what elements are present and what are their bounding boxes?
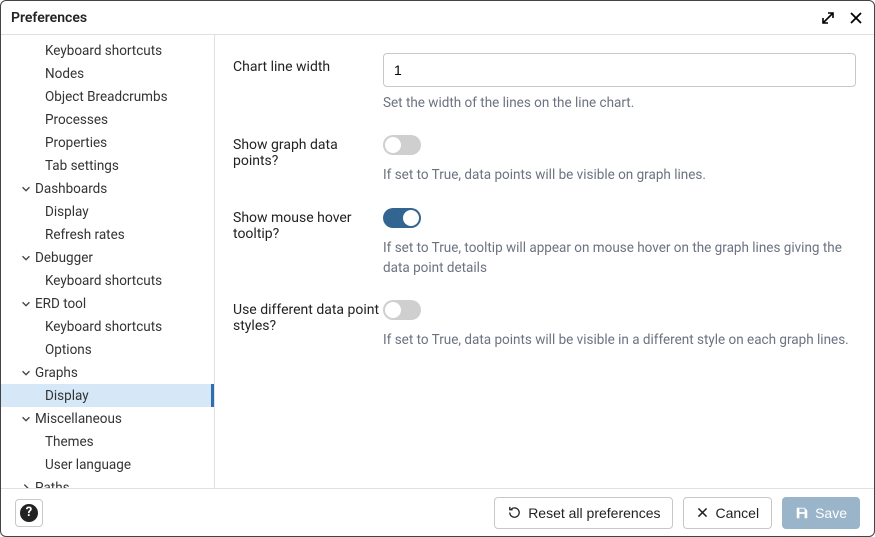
form-row: Chart line widthSet the width of the lin… — [233, 53, 856, 113]
tree-item-label: Debugger — [35, 250, 93, 266]
toggle-switch[interactable] — [383, 300, 421, 320]
form-label: Show mouse hover tooltip? — [233, 204, 383, 279]
save-icon — [795, 506, 809, 520]
window-controls — [820, 10, 864, 26]
preferences-dialog: Preferences Keyboard shortcuts Nodes Objec… — [0, 0, 875, 537]
preferences-form: Chart line widthSet the width of the lin… — [215, 35, 874, 488]
tree-group[interactable]: Paths — [1, 476, 214, 488]
chevron-right-icon — [19, 482, 33, 489]
tree-item[interactable]: Nodes — [1, 62, 214, 85]
tree-item-label: Themes — [45, 434, 94, 450]
tree-item-label: Object Breadcrumbs — [45, 89, 168, 105]
tree-item[interactable]: Keyboard shortcuts — [1, 39, 214, 62]
close-icon[interactable] — [848, 10, 864, 26]
toggle-switch[interactable] — [383, 135, 421, 155]
tree-item[interactable]: Properties — [1, 131, 214, 154]
reset-button[interactable]: Reset all preferences — [494, 497, 673, 529]
help-button[interactable]: ? — [15, 499, 43, 527]
form-row: Show mouse hover tooltip?If set to True,… — [233, 204, 856, 279]
titlebar: Preferences — [1, 1, 874, 35]
form-field: If set to True, data points will be visi… — [383, 296, 856, 350]
tree-item-label: Display — [45, 388, 89, 404]
tree-item-label: Graphs — [35, 365, 78, 381]
tree-group[interactable]: Graphs — [1, 361, 214, 384]
tree-item-label: Tab settings — [45, 158, 119, 174]
form-help-text: If set to True, tooltip will appear on m… — [383, 238, 856, 279]
tree-item-label: Processes — [45, 112, 108, 128]
save-label: Save — [815, 505, 847, 521]
tree-item[interactable]: Tab settings — [1, 154, 214, 177]
form-field: Set the width of the lines on the line c… — [383, 53, 856, 113]
tree-group[interactable]: ERD tool — [1, 292, 214, 315]
reset-label: Reset all preferences — [528, 505, 660, 521]
chevron-down-icon — [19, 252, 33, 264]
chart-line-width-input[interactable] — [383, 53, 856, 87]
save-button[interactable]: Save — [782, 497, 860, 529]
dialog-footer: ? Reset all preferences Cancel — [1, 488, 874, 536]
cancel-icon — [696, 506, 709, 519]
reset-icon — [507, 505, 522, 520]
tree-item-label: Refresh rates — [45, 227, 125, 243]
tree-item-label: Keyboard shortcuts — [45, 273, 162, 289]
tree-item-label: Display — [45, 204, 89, 220]
cancel-label: Cancel — [715, 505, 759, 521]
tree-item[interactable]: Options — [1, 338, 214, 361]
form-field: If set to True, tooltip will appear on m… — [383, 204, 856, 279]
tree-item-label: ERD tool — [35, 296, 86, 312]
tree-item[interactable]: Keyboard shortcuts — [1, 315, 214, 338]
help-icon: ? — [20, 504, 38, 522]
tree-item-label: User language — [45, 457, 131, 473]
form-field: If set to True, data points will be visi… — [383, 131, 856, 185]
form-help-text: If set to True, data points will be visi… — [383, 165, 856, 185]
tree-item-label: Keyboard shortcuts — [45, 319, 162, 335]
chevron-down-icon — [19, 298, 33, 310]
preferences-tree[interactable]: Keyboard shortcuts Nodes Object Breadcrumb… — [1, 35, 215, 488]
chevron-down-icon — [19, 413, 33, 425]
tree-item-label: Options — [45, 342, 92, 358]
form-label: Chart line width — [233, 53, 383, 113]
form-row: Use different data point styles?If set t… — [233, 296, 856, 350]
toggle-knob — [403, 210, 419, 226]
tree-item-label: Dashboards — [35, 181, 107, 197]
chevron-down-icon — [19, 367, 33, 379]
maximize-icon[interactable] — [820, 10, 836, 26]
tree-group[interactable]: Miscellaneous — [1, 407, 214, 430]
tree-group[interactable]: Debugger — [1, 246, 214, 269]
tree-item-label: Nodes — [45, 66, 84, 82]
tree-item-label: Keyboard shortcuts — [45, 43, 162, 59]
tree-item-label: Paths — [35, 480, 70, 489]
form-row: Show graph data points?If set to True, d… — [233, 131, 856, 185]
toggle-knob — [385, 302, 401, 318]
cancel-button[interactable]: Cancel — [683, 497, 772, 529]
form-label: Show graph data points? — [233, 131, 383, 185]
toggle-switch[interactable] — [383, 208, 421, 228]
form-help-text: If set to True, data points will be visi… — [383, 330, 856, 350]
form-label: Use different data point styles? — [233, 296, 383, 350]
tree-item[interactable]: User language — [1, 453, 214, 476]
tree-item[interactable]: Keyboard shortcuts — [1, 269, 214, 292]
dialog-body: Keyboard shortcuts Nodes Object Breadcrumb… — [1, 35, 874, 488]
tree-item[interactable]: Object Breadcrumbs — [1, 85, 214, 108]
tree-item[interactable]: Display — [1, 384, 214, 407]
tree-group[interactable]: Dashboards — [1, 177, 214, 200]
tree-item[interactable]: Refresh rates — [1, 223, 214, 246]
chevron-down-icon — [19, 183, 33, 195]
dialog-title: Preferences — [11, 10, 87, 26]
form-help-text: Set the width of the lines on the line c… — [383, 93, 856, 113]
toggle-knob — [385, 137, 401, 153]
tree-item-label: Miscellaneous — [35, 411, 122, 427]
tree-item-label: Properties — [45, 135, 107, 151]
tree-item[interactable]: Processes — [1, 108, 214, 131]
tree-item[interactable]: Display — [1, 200, 214, 223]
tree-item[interactable]: Themes — [1, 430, 214, 453]
